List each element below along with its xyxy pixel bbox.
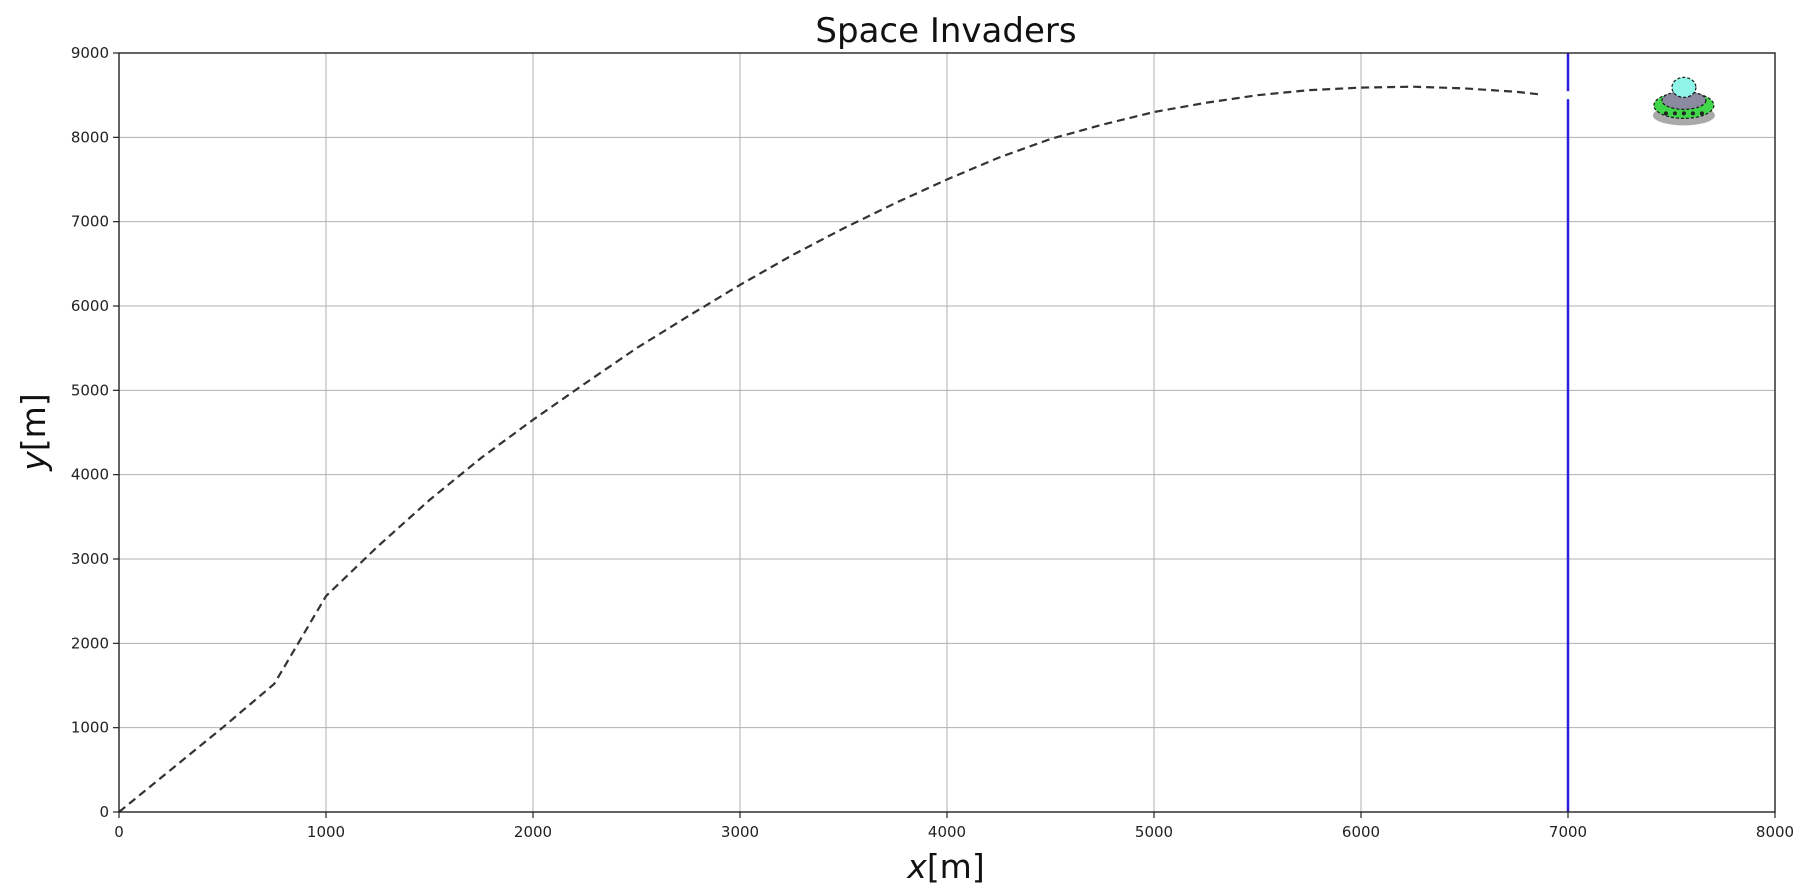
x-tick-label: 8000 xyxy=(1756,823,1794,841)
y-tick-label: 0 xyxy=(99,803,109,821)
y-tick-label: 7000 xyxy=(71,213,109,231)
y-axis-unit: [m] xyxy=(14,393,53,451)
y-tick-label: 3000 xyxy=(71,550,109,568)
x-tick-label: 0 xyxy=(114,823,124,841)
plot-frame xyxy=(118,52,1776,813)
x-axis-label: x[m] xyxy=(906,847,984,886)
y-tick-label: 2000 xyxy=(71,634,109,652)
barrier-gap xyxy=(1566,91,1570,100)
y-tick-label: 8000 xyxy=(71,128,109,146)
ufo-icon xyxy=(1652,76,1715,126)
y-tick-label: 5000 xyxy=(71,381,109,399)
x-tick-label: 2000 xyxy=(514,823,552,841)
plot-area xyxy=(118,53,1715,813)
x-axis: 0 1000 2000 3000 4000 5000 6000 7000 8000 xyxy=(114,812,1794,841)
x-axis-unit: [m] xyxy=(927,847,985,886)
x-tick-label: 4000 xyxy=(928,823,966,841)
chart-title: Space Invaders xyxy=(815,11,1076,51)
grid xyxy=(118,52,1776,813)
y-axis-var: y xyxy=(14,451,53,472)
y-tick-label: 1000 xyxy=(71,719,109,737)
x-tick-label: 7000 xyxy=(1549,823,1587,841)
x-tick-label: 6000 xyxy=(1342,823,1380,841)
x-tick-label: 5000 xyxy=(1135,823,1173,841)
y-axis: 0 1000 2000 3000 4000 5000 6000 7000 8000 9000 xyxy=(71,44,119,821)
y-tick-label: 6000 xyxy=(71,297,109,315)
y-tick-label: 4000 xyxy=(71,466,109,484)
trajectory-line xyxy=(118,85,1540,813)
x-tick-label: 3000 xyxy=(721,823,759,841)
x-axis-var: x xyxy=(906,847,927,886)
x-tick-label: 1000 xyxy=(307,823,345,841)
y-tick-label: 9000 xyxy=(71,44,109,62)
y-axis-label: y[m] xyxy=(14,393,53,471)
